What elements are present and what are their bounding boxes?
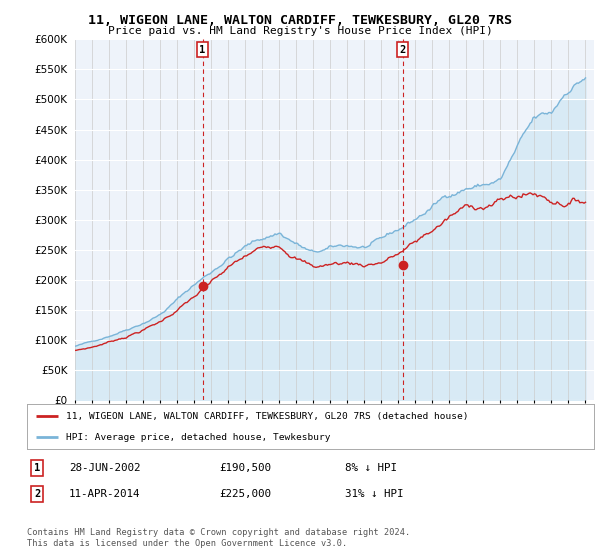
Text: £190,500: £190,500 <box>219 463 271 473</box>
Text: 11, WIGEON LANE, WALTON CARDIFF, TEWKESBURY, GL20 7RS: 11, WIGEON LANE, WALTON CARDIFF, TEWKESB… <box>88 14 512 27</box>
Text: Price paid vs. HM Land Registry's House Price Index (HPI): Price paid vs. HM Land Registry's House … <box>107 26 493 36</box>
Text: 8% ↓ HPI: 8% ↓ HPI <box>345 463 397 473</box>
Text: £225,000: £225,000 <box>219 489 271 499</box>
Text: 1: 1 <box>34 463 40 473</box>
Text: 11-APR-2014: 11-APR-2014 <box>69 489 140 499</box>
Text: 2: 2 <box>34 489 40 499</box>
Text: 1: 1 <box>199 45 206 55</box>
Text: 2: 2 <box>400 45 406 55</box>
Text: HPI: Average price, detached house, Tewkesbury: HPI: Average price, detached house, Tewk… <box>65 432 330 441</box>
Text: 28-JUN-2002: 28-JUN-2002 <box>69 463 140 473</box>
Text: 11, WIGEON LANE, WALTON CARDIFF, TEWKESBURY, GL20 7RS (detached house): 11, WIGEON LANE, WALTON CARDIFF, TEWKESB… <box>65 412 468 421</box>
Text: 31% ↓ HPI: 31% ↓ HPI <box>345 489 404 499</box>
Text: Contains HM Land Registry data © Crown copyright and database right 2024.
This d: Contains HM Land Registry data © Crown c… <box>27 528 410 548</box>
